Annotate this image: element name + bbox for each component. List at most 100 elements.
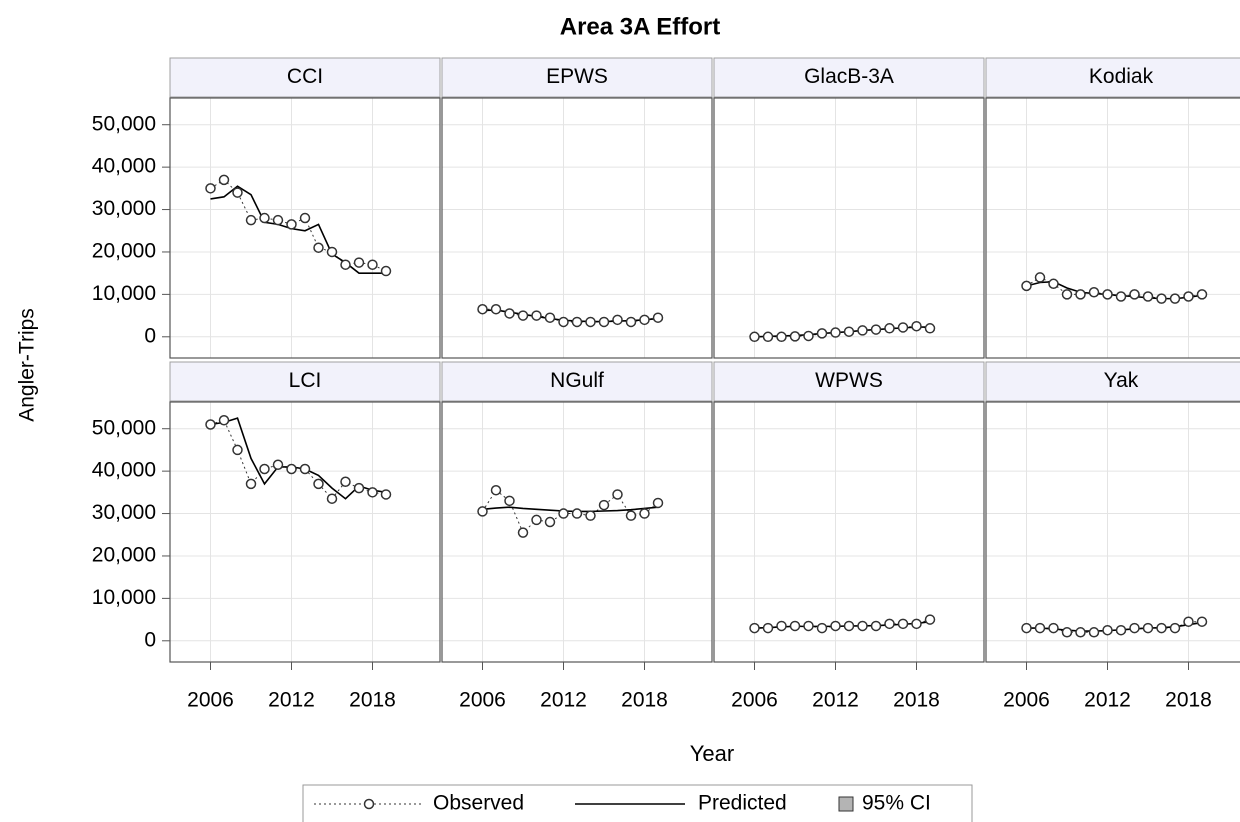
observed-point [1156,622,1167,634]
panel-frame [986,402,1240,662]
observed-point [1102,624,1113,636]
panel-border [169,97,441,359]
y-tick-label: 0 [144,628,156,651]
observed-point [762,331,774,343]
observed-point [1061,627,1073,638]
observed-point [1021,622,1032,634]
panel-border [713,401,985,663]
panel-strip [441,57,713,98]
panel-title: EPWS [546,65,608,88]
y-tick-label: 10,000 [92,282,156,305]
panel-title: WPWS [815,369,883,392]
observed-point [353,482,365,494]
observed-line [482,489,659,534]
legend-observed-marker [363,798,375,810]
observed-point [558,316,569,328]
observed-point [897,618,909,630]
observed-point [1048,278,1059,290]
panel-frame [714,98,984,358]
x-tick-label: 2006 [459,689,506,712]
observed-point [870,324,882,335]
observed-point [504,495,515,507]
x-tick-label: 2006 [187,689,234,712]
observed-point [897,322,909,333]
observed-point [870,620,882,632]
observed-point [639,314,650,326]
observed-point [245,478,257,490]
observed-point [340,476,351,487]
panel-title: LCI [289,369,322,392]
observed-point [517,527,529,538]
observed-point [218,174,230,186]
panel-strip [713,361,985,402]
observed-point [531,310,542,321]
observed-point [490,303,502,315]
observed-point [1142,622,1154,634]
observed-point [490,484,502,496]
observed-point [816,622,828,634]
observed-point [857,620,868,632]
observed-point [652,312,664,323]
panel-strip [985,361,1240,402]
observed-point [843,326,855,337]
observed-point [232,187,243,198]
y-tick-label: 30,000 [92,501,156,524]
observed-point [571,316,583,328]
observed-point [762,622,774,634]
observed-point [652,497,664,509]
observed-point [1129,622,1140,634]
observed-point [571,508,583,519]
panel-border [169,401,441,663]
observed-point [558,508,569,519]
chart-title: Area 3A Effort [560,13,720,40]
observed-point [816,328,828,339]
observed-point [340,259,351,270]
observed-point [924,614,936,625]
observed-point [1169,622,1181,634]
panel-frame [986,98,1240,358]
y-tick-label: 10,000 [92,586,156,609]
observed-point [830,620,841,632]
panel-frame [170,98,440,358]
observed-point [749,622,760,634]
observed-point [1169,293,1181,304]
panel-strip [441,361,713,402]
observed-point [1048,622,1059,634]
x-tick-label: 2012 [540,689,587,712]
x-tick-label: 2018 [1165,689,1212,712]
observed-point [776,620,787,632]
observed-point [245,214,257,226]
observed-point [259,463,270,475]
predicted-line [210,185,386,274]
observed-point [625,510,637,521]
observed-point [313,478,324,490]
observed-point [585,510,596,521]
panel-strip [169,57,441,98]
observed-point [749,331,760,343]
observed-point [353,257,365,268]
observed-point [1034,272,1046,283]
x-axis-label: Year [690,741,734,766]
observed-point [299,463,311,475]
observed-point [272,214,284,226]
observed-point [857,325,868,336]
x-tick-label: 2018 [621,689,668,712]
observed-point [884,323,895,334]
observed-point [544,312,556,323]
observed-point [789,331,801,342]
observed-point [843,620,855,632]
observed-point [911,618,922,630]
observed-point [1142,291,1154,302]
x-tick-label: 2012 [268,689,315,712]
y-tick-label: 0 [144,324,156,347]
observed-point [531,514,542,526]
observed-point [1021,280,1032,292]
x-tick-label: 2012 [812,689,859,712]
x-tick-label: 2006 [731,689,778,712]
observed-point [1075,627,1086,638]
legend-label: Predicted [698,792,787,815]
observed-point [299,212,311,224]
y-tick-label: 20,000 [92,544,156,567]
panel-title: Yak [1104,369,1139,392]
